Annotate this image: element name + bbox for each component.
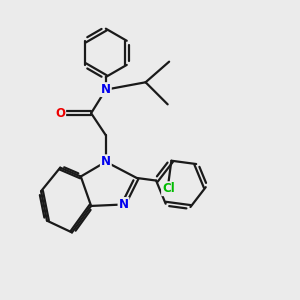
Text: N: N	[118, 198, 128, 211]
Text: O: O	[55, 107, 65, 120]
Text: N: N	[101, 83, 111, 96]
Text: N: N	[101, 155, 111, 168]
Text: Cl: Cl	[162, 182, 175, 195]
